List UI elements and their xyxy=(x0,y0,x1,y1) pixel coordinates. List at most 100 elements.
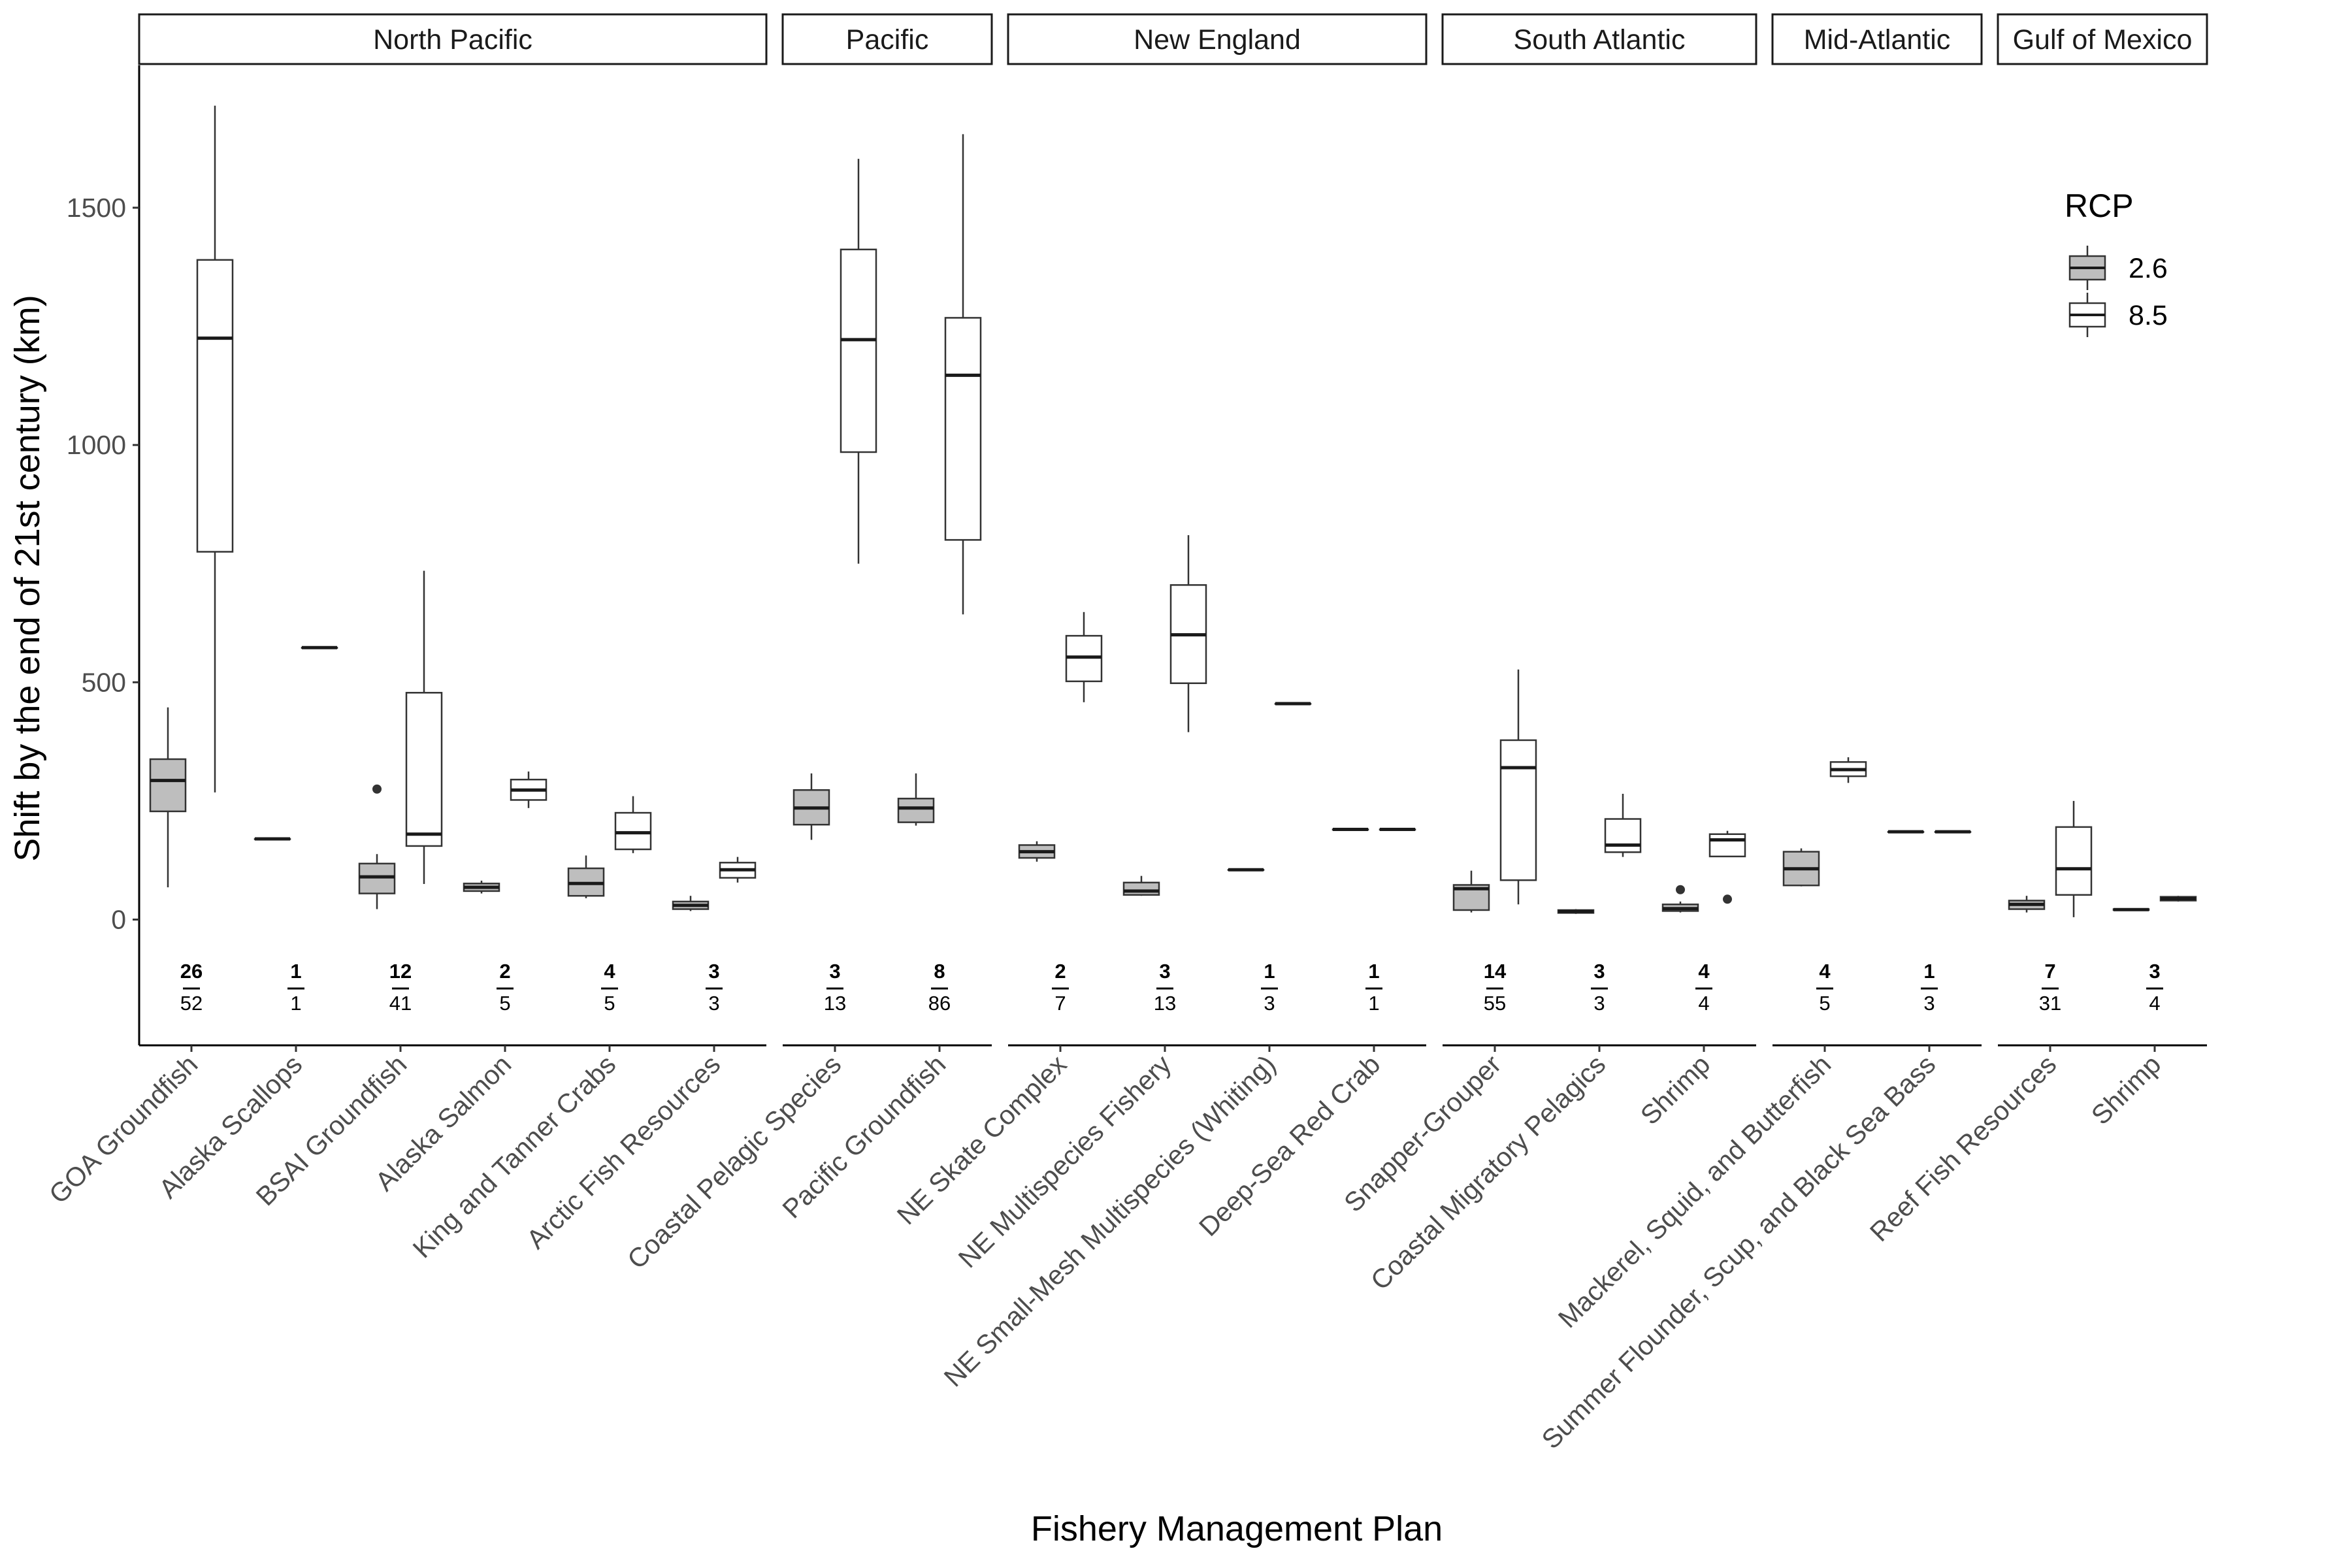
count-rcp26: 1 xyxy=(1923,960,1935,983)
facet-strip-label: Pacific xyxy=(846,24,929,56)
facet-strip-label: New England xyxy=(1134,24,1301,56)
box-rcp-8-5 xyxy=(614,796,652,853)
box-iqr xyxy=(149,758,187,813)
box-rcp-8-5 xyxy=(2159,896,2197,902)
box-rcp-8-5 xyxy=(196,105,234,792)
count-rcp85: 5 xyxy=(1819,992,1830,1015)
y-tick-label: 1000 xyxy=(67,430,126,460)
count-rcp85: 5 xyxy=(499,992,510,1015)
x-tick-label: Shrimp xyxy=(2085,1049,2166,1130)
legend: RCP 2.6 8.5 xyxy=(2065,188,2168,337)
count-rcp26: 3 xyxy=(1159,960,1170,983)
count-rcp85: 52 xyxy=(180,992,203,1015)
box-iqr xyxy=(196,259,234,553)
count-rcp85: 1 xyxy=(290,992,301,1015)
legend-title: RCP xyxy=(2065,188,2134,224)
count-rcp26: 2 xyxy=(499,960,510,983)
box-rcp-8-5 xyxy=(1708,830,1746,904)
x-tick-label: Shrimp xyxy=(1635,1049,1716,1130)
box-rcp-8-5 xyxy=(510,771,547,808)
count-rcp26: 8 xyxy=(934,960,945,983)
box-rcp-2-6 xyxy=(1557,909,1595,914)
box-rcp-2-6 xyxy=(253,837,291,841)
count-rcp85: 13 xyxy=(1154,992,1176,1015)
box-rcp-8-5 xyxy=(944,134,982,615)
facet-strip xyxy=(1771,13,1983,65)
y-tick-label: 500 xyxy=(82,667,126,697)
count-rcp85: 86 xyxy=(928,992,951,1015)
facet-strip-label: North Pacific xyxy=(373,24,532,56)
box-iqr xyxy=(405,692,443,847)
box-rcp-2-6 xyxy=(358,784,396,909)
count-rcp85: 3 xyxy=(708,992,719,1015)
box-rcp-2-6 xyxy=(1018,841,1056,862)
facet-strip xyxy=(1007,13,1428,65)
count-rcp85: 7 xyxy=(1054,992,1066,1015)
legend-keys: 2.6 8.5 xyxy=(2068,246,2168,337)
box-rcp-2-6 xyxy=(1331,827,1369,831)
box-rcp-8-5 xyxy=(1604,794,1642,857)
box-iqr xyxy=(944,317,982,541)
count-rcp85: 31 xyxy=(2039,992,2061,1015)
group-shrimp: 3 4 Shrimp xyxy=(2085,896,2197,1130)
box-rcp-2-6 xyxy=(1661,885,1699,913)
count-rcp26: 4 xyxy=(604,960,615,983)
y-axis-title: Shift by the end of 21st century (km) xyxy=(8,295,47,861)
count-rcp85: 1 xyxy=(1368,992,1379,1015)
facet-strip xyxy=(781,13,993,65)
box-iqr xyxy=(1708,833,1746,858)
count-rcp85: 4 xyxy=(1698,992,1709,1015)
count-rcp26: 3 xyxy=(2149,960,2160,983)
facet-strip xyxy=(138,13,768,65)
count-rcp26: 3 xyxy=(1593,960,1605,983)
box-rcp-8-5 xyxy=(301,645,338,649)
box-rcp-8-5 xyxy=(405,570,443,885)
box-rcp-8-5 xyxy=(2055,800,2093,917)
count-rcp85: 4 xyxy=(2149,992,2160,1015)
outlier-point xyxy=(1676,885,1685,894)
outlier-point xyxy=(1723,894,1732,904)
legend-label: 2.6 xyxy=(2129,253,2168,284)
box-iqr xyxy=(358,862,396,894)
x-tick-label: King and Tanner Crabs xyxy=(407,1049,622,1264)
x-tick-label: Coastal Pelagic Species xyxy=(621,1049,847,1275)
box-rcp-2-6 xyxy=(567,855,605,898)
box-rcp-2-6 xyxy=(672,896,710,911)
x-tick-label: Arctic Fish Resources xyxy=(521,1049,726,1254)
count-rcp26: 1 xyxy=(1368,960,1379,983)
legend-key-8-5: 8.5 xyxy=(2068,293,2168,337)
box-rcp-8-5 xyxy=(840,159,877,564)
box-iqr xyxy=(1604,818,1642,853)
legend-label: 8.5 xyxy=(2129,300,2168,331)
count-rcp26: 26 xyxy=(180,960,203,983)
box-iqr xyxy=(1122,881,1160,896)
count-rcp85: 5 xyxy=(604,992,615,1015)
count-rcp85: 55 xyxy=(1484,992,1506,1015)
box-rcp-2-6 xyxy=(792,773,830,840)
box-rcp-8-5 xyxy=(1169,535,1207,732)
count-rcp26: 14 xyxy=(1484,960,1507,983)
y-tick-label: 1500 xyxy=(67,193,126,223)
x-axis-title: Fishery Management Plan xyxy=(1031,1509,1443,1548)
facet-strip-label: South Atlantic xyxy=(1514,24,1686,56)
box-rcp-2-6 xyxy=(2008,896,2046,913)
x-tick-label: NE Multispecies Fishery xyxy=(953,1049,1177,1273)
box-rcp-2-6 xyxy=(1782,848,1820,887)
count-rcp26: 2 xyxy=(1054,960,1066,983)
box-rcp-2-6 xyxy=(2112,907,2150,911)
count-rcp26: 3 xyxy=(708,960,719,983)
outlier-point xyxy=(372,784,382,794)
facet-strip-label: Gulf of Mexico xyxy=(2013,24,2193,56)
box-rcp-2-6 xyxy=(1452,870,1490,913)
count-rcp26: 4 xyxy=(1819,960,1831,983)
x-tick-label: Summer Flounder, Scup, and Black Sea Bas… xyxy=(1536,1049,1942,1455)
count-rcp26: 3 xyxy=(829,960,840,983)
box-rcp-2-6 xyxy=(149,707,187,888)
